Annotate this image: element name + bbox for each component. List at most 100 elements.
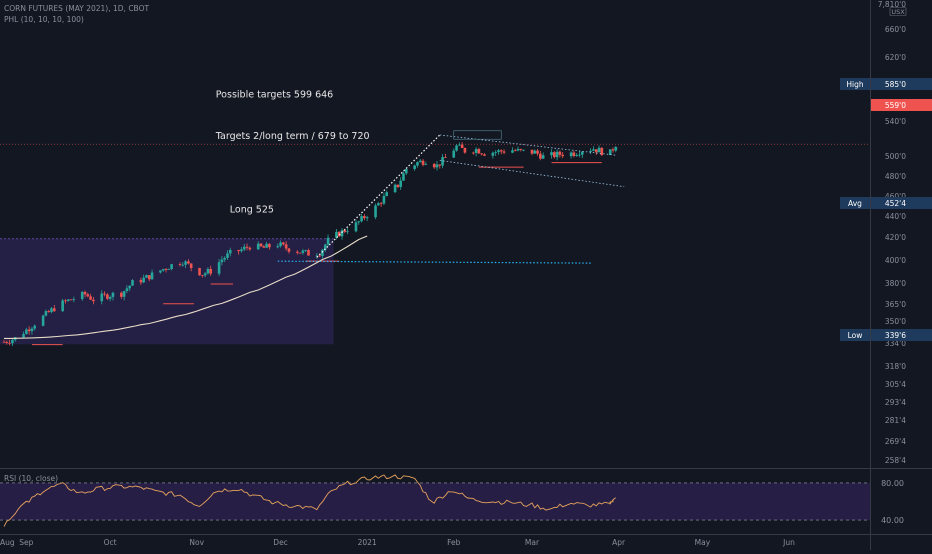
candle-body (128, 285, 132, 289)
candle-body (217, 262, 221, 274)
price-tick-label: 281'4 (885, 416, 906, 425)
time-tick-label: Dec (273, 538, 288, 547)
candle-body (41, 315, 45, 326)
candle-body (516, 148, 520, 151)
candle-body (242, 246, 246, 250)
flag-lower (439, 159, 625, 188)
candle-body (226, 253, 229, 258)
candle-body (558, 151, 562, 155)
candle-body (189, 263, 193, 269)
candle-body (276, 246, 280, 248)
price-tick-label: 460'0 (885, 192, 906, 201)
candle-body (444, 157, 447, 158)
candle-body (111, 292, 115, 297)
price-tick-label: 334'0 (885, 339, 906, 348)
price-label-name-bg (840, 78, 870, 90)
candle-body (530, 149, 534, 154)
candle-body (421, 160, 425, 165)
candle-body (147, 275, 151, 280)
price-tick-label: 540'0 (885, 117, 906, 126)
candle-body (44, 311, 48, 316)
candle-body (354, 222, 358, 232)
candle-body (480, 153, 483, 155)
candle-body (209, 268, 213, 274)
candle-body (248, 247, 252, 250)
candle-body (282, 242, 285, 245)
price-label-value: 452'4 (885, 199, 906, 208)
candle-body (519, 148, 523, 150)
candle-body (11, 339, 14, 344)
candle-body (377, 203, 380, 206)
price-tick-label: 480'0 (885, 172, 906, 181)
candle-body (340, 230, 344, 237)
candle-body (86, 294, 90, 297)
candle-body (106, 294, 109, 299)
candle-body (497, 150, 500, 153)
rsi-line (3, 474, 617, 527)
projection-line (316, 134, 441, 258)
annotation-2: Long 525 (230, 204, 274, 215)
candle-body (452, 150, 456, 158)
candle-body (321, 249, 324, 257)
candle-body (228, 250, 232, 254)
price-tick-label: 350'0 (885, 317, 906, 326)
candle-body (404, 168, 408, 174)
candle-body (555, 151, 559, 158)
price-label-bg (871, 197, 932, 209)
candle-body (61, 300, 64, 312)
time-tick-label: Jun (782, 538, 795, 547)
indicator-title: PHL (10, 10, 10, 100) (4, 15, 84, 24)
candle-body (30, 328, 34, 332)
time-tick-label: Nov (189, 538, 204, 547)
candle-body (491, 152, 495, 156)
candle-body (589, 150, 592, 152)
candle-body (120, 292, 123, 297)
price-label-bg (871, 329, 932, 341)
candle-body (139, 280, 143, 283)
candle-body (435, 164, 439, 168)
candle-body (326, 237, 330, 245)
price-label-name: Low (848, 331, 863, 340)
flag-upper (439, 134, 616, 156)
candles-group (2, 142, 618, 347)
price-tick-label: 500'0 (885, 152, 906, 161)
candle-body (569, 152, 573, 157)
candle-body (223, 257, 226, 260)
candle-body (463, 147, 467, 153)
candle-body (550, 152, 553, 156)
candle-body (477, 149, 481, 154)
price-tick-label: 293'4 (885, 398, 906, 407)
candle-body (458, 144, 461, 146)
candle-body (337, 231, 341, 237)
candle-body (597, 147, 601, 153)
candle-body (52, 308, 56, 312)
price-label-value: 585'0 (885, 80, 906, 89)
candle-body (379, 203, 383, 205)
candle-body (181, 264, 185, 266)
currency-box (889, 7, 907, 16)
candle-body (374, 205, 377, 218)
candle-body (483, 154, 486, 156)
candle-body (298, 252, 302, 254)
rsi-level-label-40: 40.00 (881, 516, 904, 525)
candle-body (346, 231, 349, 233)
consolidation-zone (0, 238, 334, 345)
candle-body (72, 299, 76, 300)
price-tick-label: 380'0 (885, 279, 906, 288)
candle-body (237, 250, 240, 252)
candle-body (245, 246, 249, 248)
candle-body (614, 146, 618, 151)
time-tick-label: Aug (0, 538, 15, 547)
candle-body (83, 292, 87, 295)
candle-body (259, 243, 263, 247)
price-tick-label: 269'4 (885, 437, 906, 446)
price-tick-label-top: 7,810'0 (878, 0, 907, 9)
candle-body (33, 325, 37, 329)
candle-body (460, 144, 464, 148)
candle-body (25, 329, 28, 334)
candle-body (5, 341, 9, 343)
candle-body (343, 230, 347, 232)
candle-body (161, 269, 165, 271)
candle-body (522, 149, 525, 151)
